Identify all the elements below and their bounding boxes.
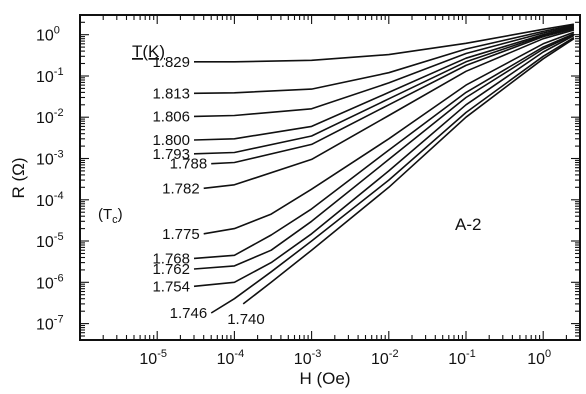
x-tick-label: 10-4 <box>217 348 245 368</box>
y-tick-label: 10-2 <box>36 107 64 127</box>
tick-base: 10 <box>36 317 54 334</box>
tick-base: 10 <box>294 351 312 368</box>
y-tick-label: 10-7 <box>36 314 64 334</box>
plot-frame <box>79 14 581 341</box>
tick-exponent: -7 <box>54 314 64 326</box>
series-label: 1.793 <box>152 146 190 163</box>
series-line-1-775 <box>203 31 575 235</box>
series-line-1-754 <box>193 34 575 288</box>
legend-header: T(K) <box>132 42 165 61</box>
series-line-1-740 <box>242 38 575 305</box>
tc-marker: (Tc) <box>98 206 123 226</box>
x-tick-labels: 10-5 10-4 10-3 10-2 10-1 100 <box>139 348 551 368</box>
series-label: 1.829 <box>152 54 190 71</box>
y-tick-label: 10-4 <box>36 190 64 210</box>
series-line-1-829 <box>194 23 575 63</box>
series-line-1-782 <box>203 29 575 190</box>
x-tick-label: 10-3 <box>294 348 322 368</box>
tick-exponent: -2 <box>389 348 399 360</box>
series-line-1-800 <box>193 26 575 141</box>
series-label: 1.813 <box>152 85 190 102</box>
x-axis-label: H (Oe) <box>300 369 351 388</box>
series-line-1-768 <box>193 33 575 260</box>
tick-base: 10 <box>139 351 157 368</box>
tick-base: 10 <box>36 234 54 251</box>
series-line-1-793 <box>193 27 575 155</box>
x-tick-label: 10-2 <box>371 348 399 368</box>
tc-marker-close: ) <box>118 206 123 223</box>
tick-base: 10 <box>527 351 545 368</box>
series-line-1-788 <box>211 27 575 165</box>
series-label: 1.800 <box>152 132 190 149</box>
axis-ticks <box>79 14 581 341</box>
series-label: 1.746 <box>170 305 208 322</box>
series-label: 1.754 <box>152 278 190 295</box>
tick-exponent: -1 <box>466 348 476 360</box>
tick-exponent: -6 <box>54 272 64 284</box>
tick-exponent: -4 <box>54 190 64 202</box>
series-label: 1.775 <box>162 226 200 243</box>
tick-base: 10 <box>36 152 54 169</box>
series-label: 1.740 <box>227 311 265 328</box>
series-label: 1.806 <box>152 108 190 125</box>
series-line-1-762 <box>193 33 575 270</box>
tick-base: 10 <box>217 351 235 368</box>
y-tick-label: 10-5 <box>36 231 64 251</box>
tick-exponent: -5 <box>54 231 64 243</box>
x-tick-label: 10-1 <box>448 348 476 368</box>
tick-base: 10 <box>36 28 54 45</box>
tick-exponent: 0 <box>54 25 60 37</box>
tick-exponent: -3 <box>54 149 64 161</box>
y-tick-label: 10-1 <box>36 66 64 86</box>
tc-marker-sub: c <box>112 214 118 226</box>
series-line-1-746 <box>210 36 575 314</box>
y-tick-label: 10-6 <box>36 272 64 292</box>
tick-base: 10 <box>36 69 54 86</box>
tick-exponent: -4 <box>234 348 244 360</box>
tick-exponent: -2 <box>54 107 64 119</box>
y-tick-label: 10-3 <box>36 149 64 169</box>
series-label: 1.762 <box>152 261 190 278</box>
tc-marker-open: (T <box>98 206 112 223</box>
x-tick-label: 10-5 <box>139 348 167 368</box>
tick-base: 10 <box>36 193 54 210</box>
tick-exponent: 0 <box>545 348 551 360</box>
tick-base: 10 <box>371 351 389 368</box>
series-line-1-806 <box>193 25 575 118</box>
series-curves <box>193 23 575 314</box>
tick-base: 10 <box>36 275 54 292</box>
tick-base: 10 <box>36 110 54 127</box>
series-label: 1.788 <box>170 156 208 173</box>
x-tick-label: 100 <box>527 348 551 368</box>
tick-exponent: -5 <box>157 348 167 360</box>
y-axis-label: R (Ω) <box>9 157 28 198</box>
series-label: 1.782 <box>162 180 200 197</box>
tick-base: 10 <box>448 351 466 368</box>
y-tick-label: 100 <box>36 25 60 45</box>
series-line-1-813 <box>193 24 575 95</box>
sample-label: A-2 <box>455 215 481 234</box>
tick-exponent: -1 <box>54 66 64 78</box>
tick-exponent: -3 <box>312 348 322 360</box>
series-label: 1.768 <box>152 250 190 267</box>
